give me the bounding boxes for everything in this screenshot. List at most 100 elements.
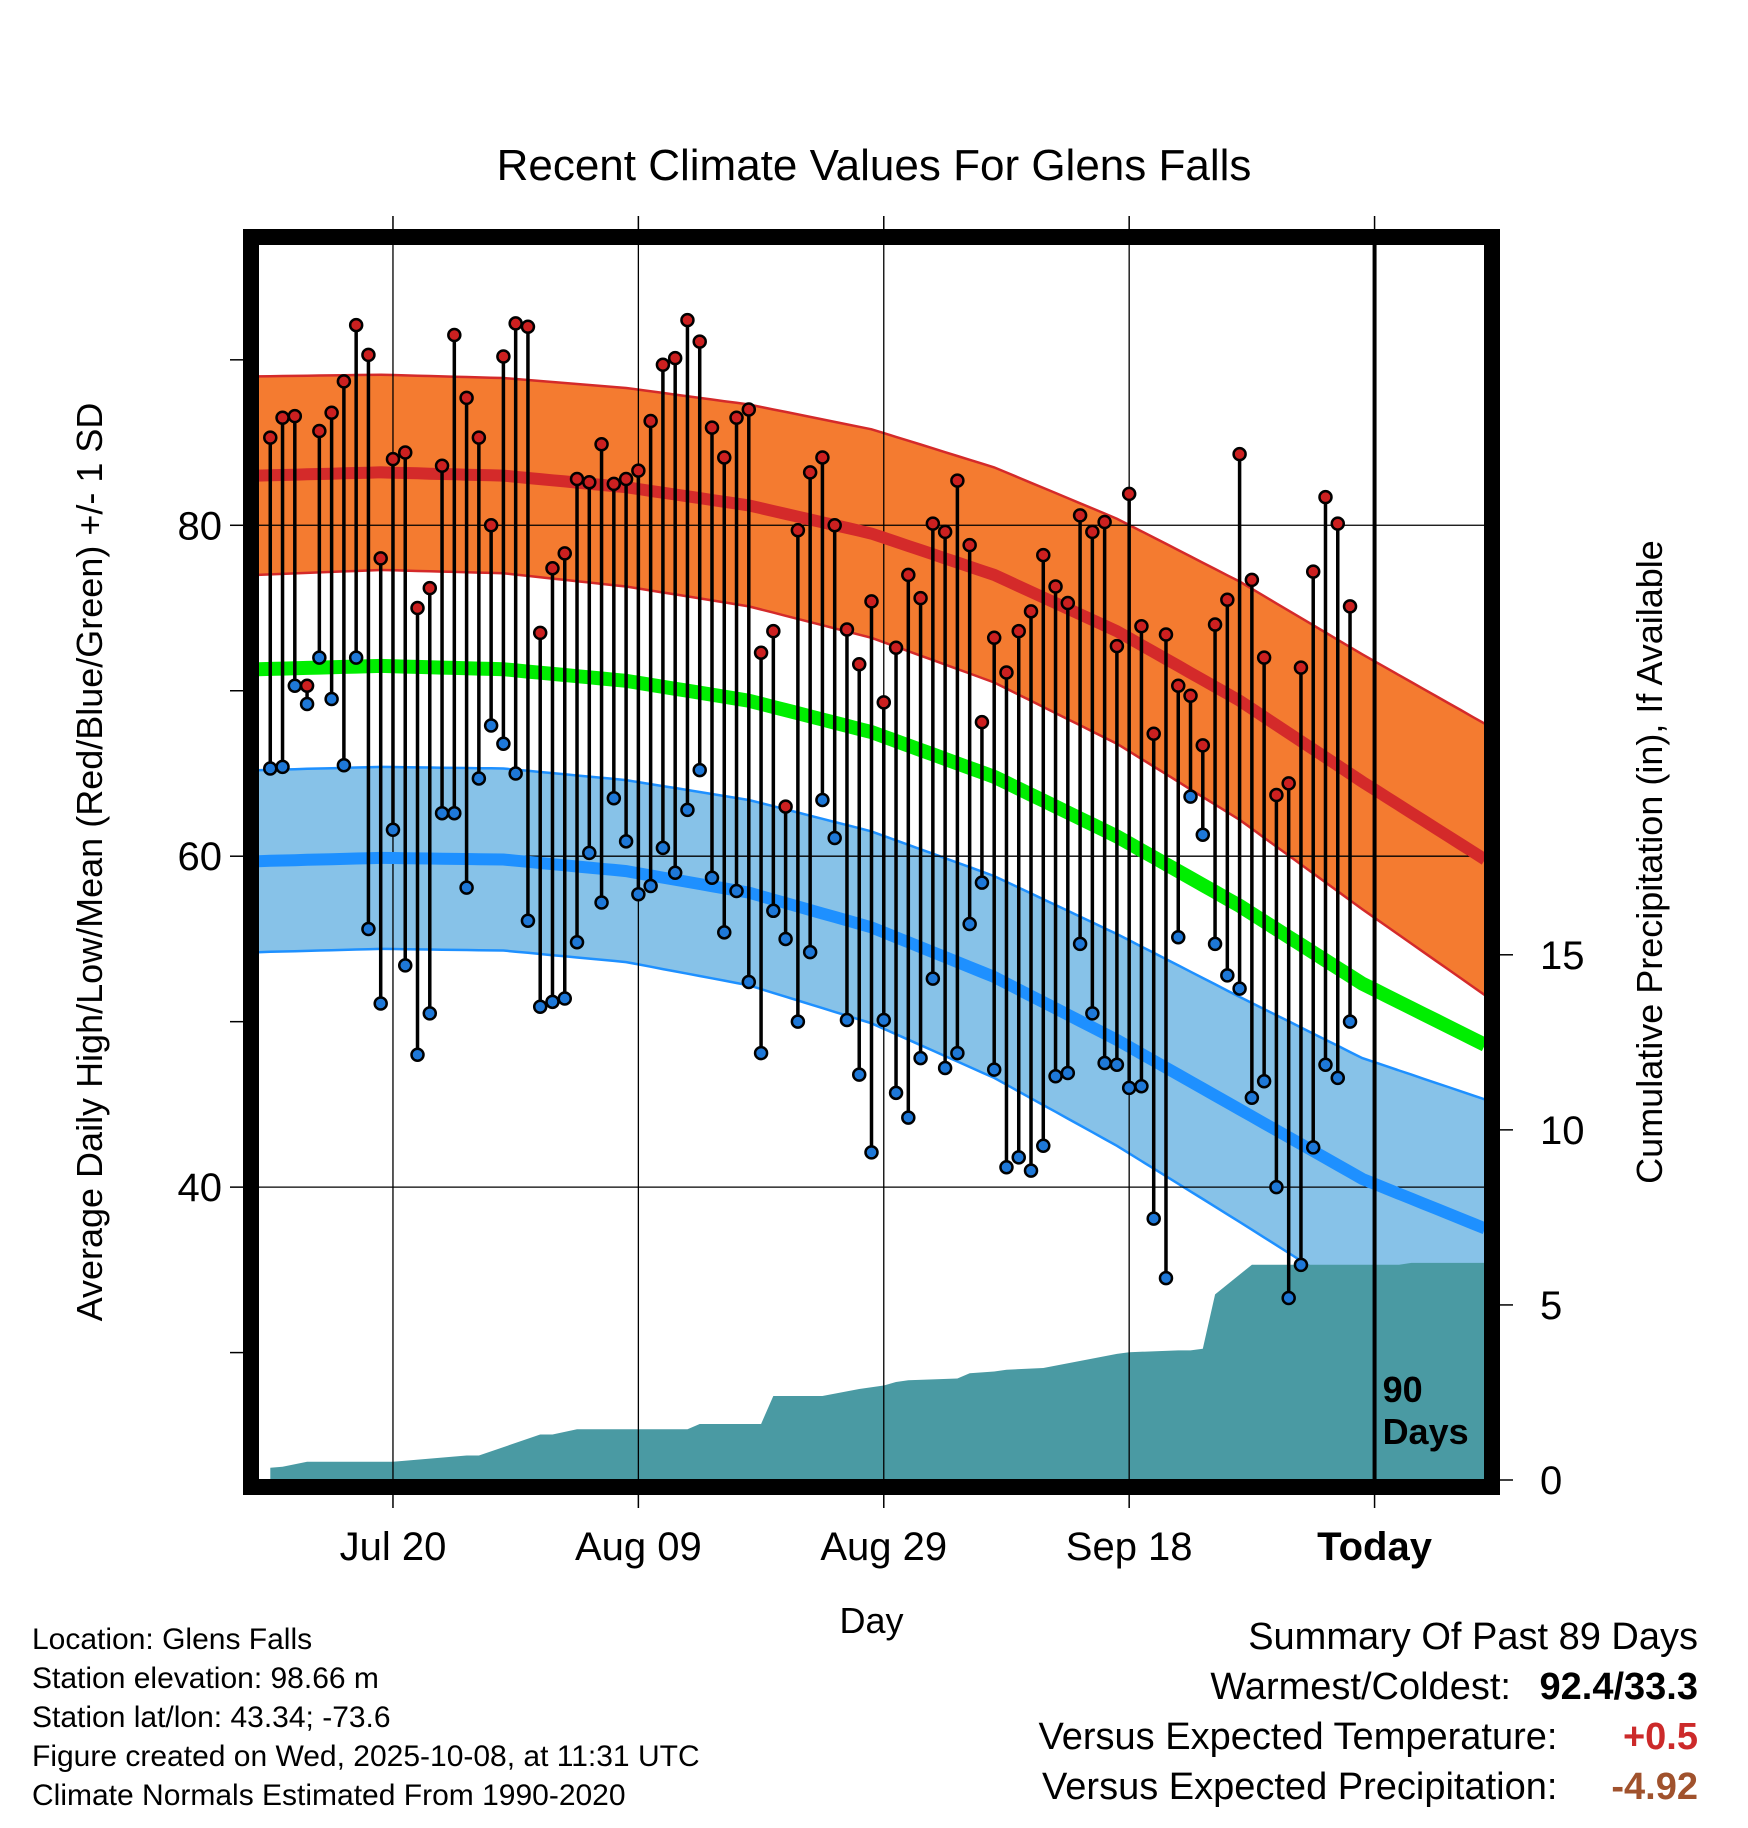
daily-high-point: [1036, 547, 1051, 563]
daily-high-point: [631, 463, 646, 478]
daily-low-point: [1330, 1070, 1346, 1086]
daily-low-point: [1220, 968, 1235, 983]
daily-high-point: [962, 537, 977, 553]
summary-panel: Summary Of Past 89 Days Warmest/Coldest:…: [1039, 1612, 1698, 1812]
daily-low-point: [1146, 1211, 1161, 1226]
daily-low-point: [385, 822, 401, 837]
daily-high-point: [373, 551, 388, 566]
daily-high-point: [582, 475, 597, 490]
daily-high-point: [1256, 650, 1272, 665]
daily-low-point: [520, 913, 536, 928]
daily-high-point: [459, 390, 474, 406]
daily-high-point: [802, 465, 818, 480]
daily-low-point: [925, 971, 941, 986]
daily-high-point: [471, 430, 487, 445]
y2-tick-label: 10: [1540, 1109, 1585, 1153]
daily-low-point: [434, 805, 450, 821]
x-tick-label: Aug 29: [820, 1525, 947, 1569]
location-text: Location: Glens Falls: [32, 1623, 313, 1656]
daily-high-point: [950, 473, 965, 488]
normal-high-line: [258, 466, 1485, 865]
daily-high-point: [410, 600, 425, 616]
daily-low-point: [618, 834, 634, 849]
daily-low-point: [753, 1045, 769, 1061]
daily-high-point: [569, 471, 585, 487]
daily-high-point: [434, 458, 450, 473]
elevation-text: Station elevation: 98.66 m: [32, 1662, 379, 1695]
daily-low-point: [876, 1012, 892, 1028]
daily-high-point: [1121, 486, 1137, 502]
daily-high-point: [545, 561, 560, 576]
daily-low-point: [1158, 1270, 1174, 1286]
daily-low-point: [471, 771, 487, 786]
daily-high-point: [937, 524, 953, 540]
daily-high-point: [483, 518, 499, 533]
daily-high-point: [999, 665, 1014, 680]
daily-high-point: [1072, 508, 1088, 523]
today-label: 90 Days: [1383, 1369, 1469, 1452]
high-sd-band: [258, 374, 1485, 996]
daily-low-point: [766, 903, 781, 919]
daily-low-point: [569, 934, 585, 950]
daily-low-point: [888, 1085, 904, 1101]
daily-high-point: [925, 516, 941, 531]
daily-high-point: [324, 405, 339, 421]
daily-high-point: [643, 413, 658, 429]
daily-high-point: [790, 522, 806, 538]
daily-high-point: [692, 334, 707, 349]
daily-low-point: [901, 1110, 916, 1125]
daily-high-point: [667, 350, 683, 366]
daily-high-point: [1146, 726, 1161, 742]
daily-high-point: [986, 630, 1002, 646]
daily-high-point: [717, 450, 732, 465]
daily-low-point: [717, 925, 732, 940]
daily-high-point: [655, 357, 671, 373]
daily-low-point: [1036, 1138, 1051, 1154]
daily-low-point: [373, 996, 388, 1011]
daily-high-point: [447, 327, 462, 343]
daily-low-point: [704, 870, 720, 885]
daily-low-point: [999, 1160, 1014, 1175]
daily-low-point: [459, 880, 474, 895]
daily-low-point: [1195, 827, 1211, 842]
daily-high-point: [385, 451, 401, 467]
daily-high-point: [422, 580, 438, 596]
daily-high-point: [361, 347, 376, 363]
daily-low-point: [1048, 1069, 1063, 1084]
temp-value: +0.5: [1622, 1716, 1698, 1758]
daily-high-point: [1293, 660, 1309, 675]
precip-label: Versus Expected Precipitation:: [1042, 1766, 1558, 1808]
daily-low-point: [778, 931, 793, 947]
x-axis-label: Day: [839, 1600, 903, 1641]
daily-high-point: [1232, 446, 1247, 462]
daily-high-point: [1183, 688, 1198, 703]
daily-high-point: [1269, 787, 1284, 803]
daily-low-point: [594, 895, 609, 910]
daily-high-point: [336, 374, 352, 389]
daily-low-point: [864, 1145, 879, 1160]
daily-high-point: [397, 445, 413, 460]
daily-high-point: [864, 594, 879, 609]
daily-low-point: [913, 1050, 928, 1066]
high-band-upper-edge: [258, 373, 1485, 725]
daily-low-point: [324, 691, 339, 707]
daily-high-point: [876, 695, 892, 710]
daily-high-point: [1207, 617, 1223, 632]
daily-low-point: [1011, 1150, 1026, 1165]
x-tick-label: Sep 18: [1066, 1525, 1193, 1569]
daily-low-point: [1318, 1057, 1333, 1072]
y-axis-label: Average Daily High/Low/Mean (Red/Blue/Gr…: [69, 403, 110, 1322]
daily-high-point: [729, 410, 744, 425]
daily-high-point: [287, 408, 303, 424]
daily-high-point: [1342, 599, 1358, 614]
daily-high-point: [1109, 638, 1125, 654]
daily-high-point: [778, 799, 793, 814]
daily-high-point: [741, 402, 757, 417]
daily-high-point: [1023, 604, 1039, 619]
daily-low-point: [397, 958, 413, 973]
daily-high-point: [496, 349, 511, 364]
daily-high-point: [348, 317, 364, 333]
daily-low-point: [582, 845, 597, 861]
daily-low-point: [729, 883, 744, 899]
plot-border: [243, 229, 1500, 1495]
